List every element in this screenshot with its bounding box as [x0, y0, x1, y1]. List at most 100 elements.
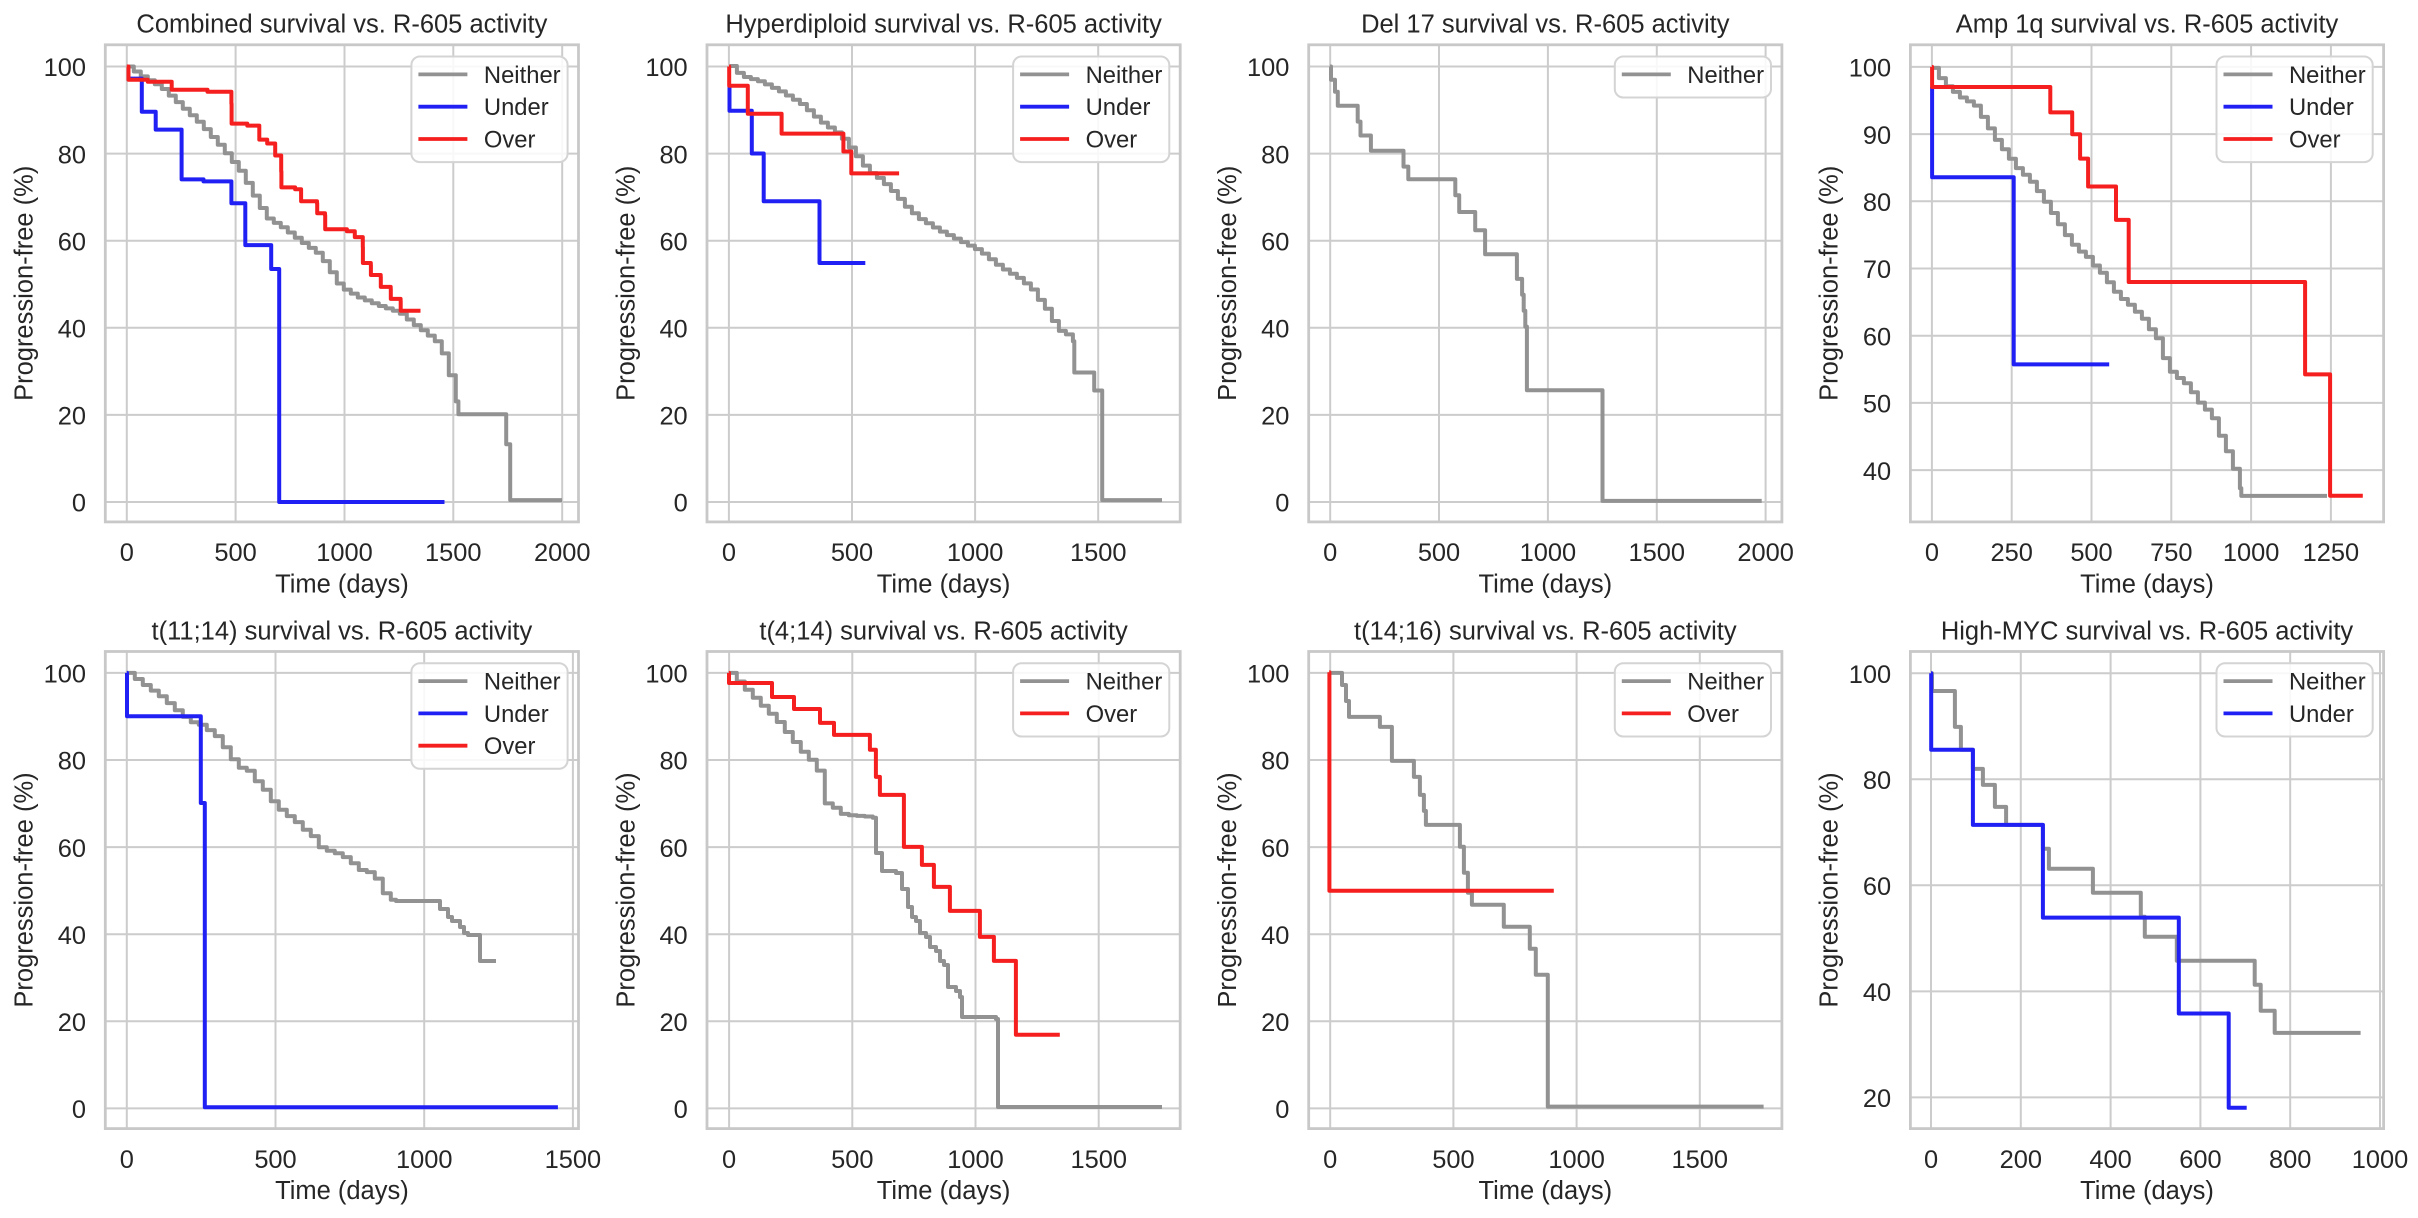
svg-text:Time (days): Time (days) — [1478, 570, 1612, 598]
svg-text:Neither: Neither — [484, 669, 561, 696]
svg-text:Over: Over — [484, 733, 536, 760]
svg-text:Under: Under — [1086, 94, 1151, 121]
svg-text:100: 100 — [645, 54, 687, 82]
svg-text:1500: 1500 — [1070, 539, 1126, 567]
svg-text:500: 500 — [214, 539, 256, 567]
svg-text:0: 0 — [120, 539, 134, 567]
svg-text:Progression-free (%): Progression-free (%) — [1214, 166, 1242, 401]
svg-text:High-MYC survival vs. R-605 ac: High-MYC survival vs. R-605 activity — [1941, 617, 2354, 645]
svg-text:0: 0 — [674, 1096, 688, 1124]
svg-text:60: 60 — [1863, 873, 1891, 901]
svg-text:70: 70 — [1863, 256, 1891, 284]
svg-text:80: 80 — [659, 748, 687, 776]
svg-text:1000: 1000 — [1548, 1146, 1604, 1174]
svg-text:20: 20 — [659, 1009, 687, 1037]
svg-text:500: 500 — [1432, 1146, 1474, 1174]
svg-text:80: 80 — [58, 141, 86, 169]
svg-text:Time (days): Time (days) — [2080, 1177, 2214, 1205]
svg-text:Time (days): Time (days) — [275, 570, 409, 598]
svg-text:1000: 1000 — [2352, 1146, 2408, 1174]
svg-text:1000: 1000 — [947, 1146, 1003, 1174]
svg-text:Neither: Neither — [1687, 669, 1764, 696]
svg-text:Under: Under — [484, 94, 549, 121]
svg-text:Progression-free (%): Progression-free (%) — [1214, 772, 1242, 1007]
svg-text:Under: Under — [2289, 94, 2354, 121]
svg-text:Hyperdiploid survival vs. R-60: Hyperdiploid survival vs. R-605 activity — [725, 11, 1162, 39]
svg-text:0: 0 — [120, 1146, 134, 1174]
svg-text:40: 40 — [1863, 979, 1891, 1007]
svg-text:0: 0 — [722, 539, 736, 567]
svg-text:1250: 1250 — [2303, 539, 2359, 567]
svg-text:0: 0 — [72, 490, 86, 518]
svg-text:80: 80 — [1863, 189, 1891, 217]
svg-text:Over: Over — [484, 126, 536, 153]
svg-text:1500: 1500 — [1629, 539, 1685, 567]
svg-text:250: 250 — [1991, 539, 2033, 567]
svg-text:Neither: Neither — [2289, 669, 2366, 696]
svg-text:40: 40 — [1261, 922, 1289, 950]
svg-text:40: 40 — [1261, 316, 1289, 344]
svg-text:80: 80 — [1863, 767, 1891, 795]
svg-text:Progression-free (%): Progression-free (%) — [612, 166, 640, 401]
svg-text:Time (days): Time (days) — [1478, 1177, 1612, 1205]
svg-text:2000: 2000 — [534, 539, 590, 567]
svg-text:Time (days): Time (days) — [877, 570, 1011, 598]
svg-text:1000: 1000 — [947, 539, 1003, 567]
svg-text:t(14;16) survival vs. R-605 ac: t(14;16) survival vs. R-605 activity — [1354, 617, 1737, 645]
svg-text:Under: Under — [2289, 701, 2354, 728]
svg-text:100: 100 — [1849, 661, 1891, 689]
svg-text:200: 200 — [2000, 1146, 2042, 1174]
svg-text:1000: 1000 — [2223, 539, 2279, 567]
svg-text:0: 0 — [1323, 1146, 1337, 1174]
svg-text:60: 60 — [659, 835, 687, 863]
svg-text:40: 40 — [1863, 458, 1891, 486]
svg-text:20: 20 — [58, 1009, 86, 1037]
svg-text:100: 100 — [1247, 54, 1289, 82]
svg-text:Neither: Neither — [1687, 62, 1764, 89]
svg-text:Neither: Neither — [1086, 669, 1163, 696]
svg-text:100: 100 — [44, 661, 86, 689]
svg-text:1500: 1500 — [1672, 1146, 1728, 1174]
svg-text:500: 500 — [2070, 539, 2112, 567]
svg-text:t(11;14) survival vs. R-605 ac: t(11;14) survival vs. R-605 activity — [152, 617, 533, 645]
svg-text:80: 80 — [58, 748, 86, 776]
svg-text:100: 100 — [645, 661, 687, 689]
svg-text:40: 40 — [659, 316, 687, 344]
svg-text:750: 750 — [2150, 539, 2192, 567]
svg-text:Over: Over — [1086, 701, 1138, 728]
svg-text:20: 20 — [58, 403, 86, 431]
svg-text:100: 100 — [1247, 661, 1289, 689]
svg-text:100: 100 — [44, 54, 86, 82]
svg-text:0: 0 — [674, 490, 688, 518]
svg-text:Progression-free (%): Progression-free (%) — [11, 772, 39, 1007]
svg-text:1000: 1000 — [1520, 539, 1576, 567]
svg-text:500: 500 — [831, 539, 873, 567]
svg-text:Amp 1q survival vs. R-605 acti: Amp 1q survival vs. R-605 activity — [1956, 11, 2339, 39]
svg-text:Neither: Neither — [484, 62, 561, 89]
svg-text:20: 20 — [659, 403, 687, 431]
svg-text:Del 17 survival vs. R-605 acti: Del 17 survival vs. R-605 activity — [1361, 11, 1730, 39]
svg-text:Neither: Neither — [2289, 62, 2366, 89]
svg-text:t(4;14) survival vs. R-605 act: t(4;14) survival vs. R-605 activity — [759, 617, 1128, 645]
svg-text:60: 60 — [1261, 835, 1289, 863]
svg-text:80: 80 — [1261, 748, 1289, 776]
svg-text:20: 20 — [1261, 403, 1289, 431]
svg-text:0: 0 — [722, 1146, 736, 1174]
svg-text:500: 500 — [1418, 539, 1460, 567]
svg-text:1000: 1000 — [316, 539, 372, 567]
svg-text:60: 60 — [58, 835, 86, 863]
svg-text:100: 100 — [1849, 55, 1891, 83]
svg-text:1500: 1500 — [545, 1146, 601, 1174]
svg-text:Time (days): Time (days) — [275, 1177, 409, 1205]
svg-text:1000: 1000 — [396, 1146, 452, 1174]
svg-text:400: 400 — [2089, 1146, 2131, 1174]
svg-text:600: 600 — [2179, 1146, 2221, 1174]
svg-text:800: 800 — [2269, 1146, 2311, 1174]
svg-text:Combined survival vs. R-605 ac: Combined survival vs. R-605 activity — [136, 11, 547, 39]
svg-text:80: 80 — [1261, 141, 1289, 169]
svg-text:0: 0 — [1323, 539, 1337, 567]
svg-text:1500: 1500 — [1070, 1146, 1126, 1174]
svg-text:0: 0 — [1924, 1146, 1938, 1174]
svg-text:50: 50 — [1863, 391, 1891, 419]
svg-text:500: 500 — [831, 1146, 873, 1174]
